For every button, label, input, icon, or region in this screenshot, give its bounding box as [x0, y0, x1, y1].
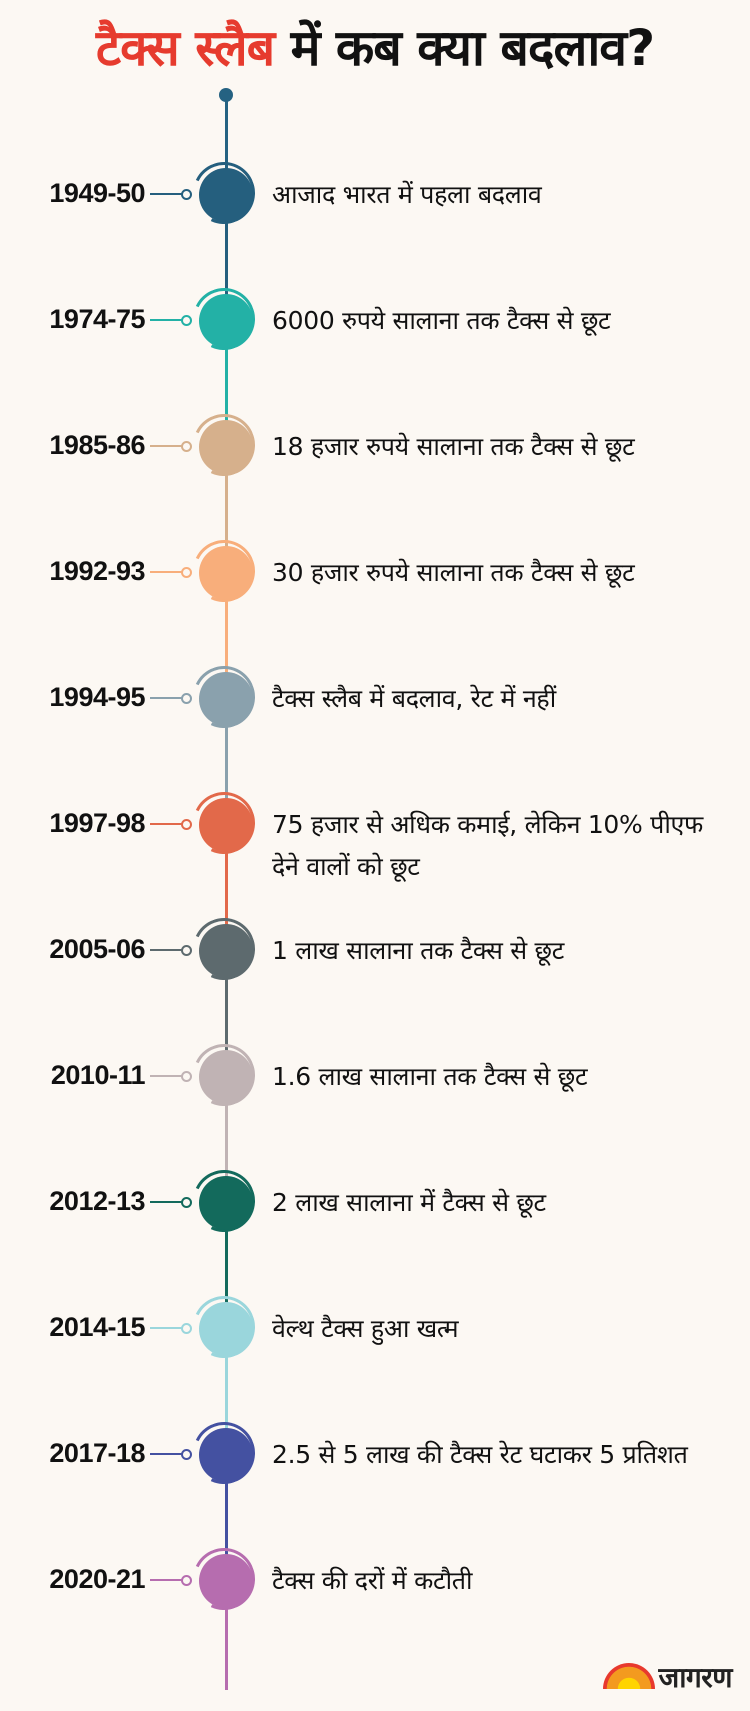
timeline-text: टैक्स स्लैब में बदलाव, रेट में नहीं	[272, 684, 556, 713]
timeline-circle	[199, 168, 253, 222]
timeline-year: 2012-13	[49, 1186, 145, 1216]
timeline-text: टैक्स की दरों में कटौती	[272, 1566, 473, 1595]
timeline-item: 2005-06 1 लाख सालाना तक टैक्स से छूट	[0, 909, 750, 989]
connector-dot	[181, 693, 192, 704]
connector-dot	[181, 1449, 192, 1460]
timeline-item: 1974-75 6000 रुपये सालाना तक टैक्स से छूट	[0, 279, 750, 359]
timeline-circle	[199, 546, 253, 600]
timeline-year: 2017-18	[49, 1438, 145, 1468]
timeline-item: 1994-95 टैक्स स्लैब में बदलाव, रेट में नह…	[0, 657, 750, 737]
sun-logo-icon	[602, 1663, 655, 1689]
timeline-connector	[150, 1579, 184, 1581]
timeline-item: 1985-86 18 हजार रुपये सालाना तक टैक्स से …	[0, 405, 750, 485]
timeline-item: 1992-93 30 हजार रुपये सालाना तक टैक्स से …	[0, 531, 750, 611]
timeline-year: 1997-98	[49, 808, 145, 838]
timeline-segment	[225, 321, 228, 447]
timeline-circle	[199, 924, 253, 978]
timeline-circle	[199, 294, 253, 348]
timeline-circle	[199, 672, 253, 726]
connector-dot	[181, 567, 192, 578]
timeline-year: 2005-06	[49, 934, 145, 964]
timeline-item: 2014-15 वेल्थ टैक्स हुआ खत्म	[0, 1287, 750, 1367]
timeline-year: 1974-75	[49, 304, 145, 334]
timeline-year: 1985-86	[49, 430, 145, 460]
timeline-connector	[150, 445, 184, 447]
timeline-segment	[225, 699, 228, 825]
timeline-connector	[150, 697, 184, 699]
timeline-connector	[150, 823, 184, 825]
brand-name: जागरण	[658, 1661, 733, 1694]
timeline-segment	[225, 825, 228, 951]
timeline-circle	[199, 1050, 253, 1104]
timeline-item: 2020-21 टैक्स की दरों में कटौती	[0, 1539, 750, 1619]
timeline-item: 2017-18 2.5 से 5 लाख की टैक्स रेट घटाकर 5…	[0, 1413, 750, 1493]
timeline-segment	[225, 1455, 228, 1581]
timeline-text: 2 लाख सालाना में टैक्स से छूट	[272, 1188, 546, 1217]
timeline-text: 1 लाख सालाना तक टैक्स से छूट	[272, 936, 565, 965]
timeline-connector	[150, 1327, 184, 1329]
connector-dot	[181, 819, 192, 830]
timeline-circle	[199, 798, 253, 852]
timeline-segment	[225, 447, 228, 573]
title-highlight: टैक्स स्लैब	[95, 19, 275, 77]
timeline-segment	[225, 951, 228, 1077]
connector-dot	[181, 189, 192, 200]
timeline-text: वेल्थ टैक्स हुआ खत्म	[272, 1314, 459, 1343]
timeline-circle	[199, 1554, 253, 1608]
timeline-circle	[199, 420, 253, 474]
timeline-year: 2010-11	[50, 1060, 146, 1090]
timeline-circle	[199, 1428, 253, 1482]
connector-dot	[181, 1323, 192, 1334]
timeline-circle	[199, 1176, 253, 1230]
timeline-text: 75 हजार से अधिक कमाई, लेकिन 10% पीएफ देन…	[272, 810, 704, 881]
timeline-connector	[150, 1201, 184, 1203]
timeline-connector	[150, 319, 184, 321]
timeline-connector	[150, 193, 184, 195]
connector-dot	[181, 1197, 192, 1208]
timeline-connector	[150, 1453, 184, 1455]
timeline-text: 6000 रुपये सालाना तक टैक्स से छूट	[272, 306, 611, 335]
timeline-connector	[150, 571, 184, 573]
connector-dot	[181, 945, 192, 956]
brand-logo: जागरण	[602, 1657, 733, 1697]
timeline-connector	[150, 949, 184, 951]
timeline-item: 2012-13 2 लाख सालाना में टैक्स से छूट	[0, 1161, 750, 1241]
timeline-item: 1997-98 75 हजार से अधिक कमाई, लेकिन 10% प…	[0, 783, 750, 881]
timeline-text: 2.5 से 5 लाख की टैक्स रेट घटाकर 5 प्रतिश…	[272, 1440, 688, 1469]
timeline-segment	[225, 195, 228, 321]
connector-dot	[181, 1071, 192, 1082]
connector-dot	[181, 315, 192, 326]
timeline-item: 2010-11 1.6 लाख सालाना तक टैक्स से छूट	[0, 1035, 750, 1115]
timeline-text: 30 हजार रुपये सालाना तक टैक्स से छूट	[272, 558, 635, 587]
timeline-text: 18 हजार रुपये सालाना तक टैक्स से छूट	[272, 432, 635, 461]
timeline-segment	[225, 573, 228, 699]
timeline-connector	[150, 1075, 184, 1077]
title-rest: में कब क्या बदलाव?	[290, 19, 656, 77]
connector-dot	[181, 441, 192, 452]
timeline-year: 2020-21	[49, 1564, 145, 1594]
page-title: टैक्स स्लैब में कब क्या बदलाव?	[0, 8, 750, 88]
timeline-year: 1992-93	[49, 556, 145, 586]
timeline-year: 2014-15	[49, 1312, 145, 1342]
timeline-circle	[199, 1302, 253, 1356]
timeline-item: 1949-50 आजाद भारत में पहला बदलाव	[0, 153, 750, 233]
timeline-year: 1994-95	[49, 682, 145, 712]
timeline-segment	[225, 1581, 228, 1690]
timeline-segment	[225, 1203, 228, 1329]
timeline-text: आजाद भारत में पहला बदलाव	[272, 180, 542, 209]
timeline-text: 1.6 लाख सालाना तक टैक्स से छूट	[272, 1062, 588, 1091]
timeline-year: 1949-50	[49, 178, 145, 208]
connector-dot	[181, 1575, 192, 1586]
timeline-segment	[225, 95, 228, 195]
timeline-segment	[225, 1077, 228, 1203]
timeline-segment	[225, 1329, 228, 1455]
